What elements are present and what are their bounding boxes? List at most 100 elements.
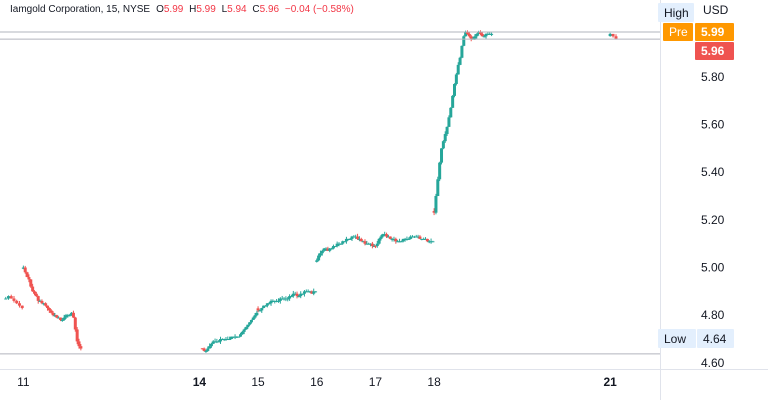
candle-body [488, 33, 492, 35]
candle-body [403, 238, 407, 240]
time-tick-label: 18 [427, 375, 441, 389]
candlestick-series [4, 30, 618, 353]
candle-body [392, 238, 396, 240]
currency-label-bg [697, 0, 736, 19]
candle-body [269, 300, 273, 304]
candle-body [478, 31, 482, 34]
time-tick-label: 17 [369, 375, 383, 389]
candle-body [253, 315, 257, 318]
price-tick-label: 5.00 [701, 261, 725, 275]
candle-body [21, 267, 25, 269]
candle-body [314, 291, 318, 293]
candle-body [369, 243, 373, 245]
pre-tag-value: 5.99 [701, 25, 725, 39]
candle-body [352, 236, 356, 238]
candle-body [260, 308, 264, 311]
candle-body [12, 298, 16, 301]
candle-body [60, 319, 64, 321]
candle-body [464, 31, 468, 37]
candle-body [278, 298, 282, 301]
legend-high-value: 5.99 [196, 4, 216, 15]
candle-body [320, 250, 324, 254]
candle-body [614, 36, 618, 39]
pre-tag-label: Pre [669, 25, 688, 39]
candle-body [451, 95, 455, 108]
candle-body [284, 298, 288, 300]
candle-body [51, 312, 55, 316]
candle-body [341, 241, 345, 244]
candle-body [359, 238, 363, 242]
high-tag-label: High [664, 6, 689, 20]
candle-body [271, 300, 275, 302]
candle-body [215, 341, 219, 343]
candle-body [239, 334, 243, 337]
candle-body [213, 341, 217, 343]
candle-body [386, 236, 390, 238]
candle-body [315, 260, 319, 262]
time-axis[interactable]: 11 14 15 16 17 18 21 [0, 369, 768, 390]
candle-body [58, 317, 62, 320]
candle-body [482, 36, 486, 38]
candle-body [363, 241, 367, 244]
candle-body [66, 315, 70, 317]
candle-body [399, 241, 403, 243]
candle-body [62, 317, 66, 320]
candle-body [337, 243, 341, 245]
candle-body [357, 238, 361, 240]
candle-body [246, 324, 250, 328]
candle-body [381, 234, 385, 237]
candle-body [438, 162, 442, 180]
candle-body [453, 83, 457, 96]
candle-body [480, 33, 484, 37]
candle-body [425, 238, 429, 242]
candle-body [302, 291, 306, 294]
candle-body [330, 248, 334, 250]
candle-body [262, 305, 266, 309]
price-tick-label: 4.80 [701, 308, 725, 322]
candle-body [484, 33, 488, 37]
candle-body [73, 317, 77, 330]
candle-body [346, 238, 350, 240]
candle-body [365, 243, 369, 245]
candle-body [462, 36, 466, 46]
candle-body [469, 36, 473, 39]
candle-body [44, 303, 48, 306]
candle-body [6, 296, 10, 299]
legend-low-label: L [221, 4, 228, 15]
candle-body [20, 305, 24, 309]
legend-open-label: O [156, 4, 164, 15]
candle-body [240, 331, 244, 335]
candle-body [310, 291, 314, 294]
candle-body [9, 296, 13, 299]
high-tag-label-bg [658, 3, 694, 22]
candle-body [256, 308, 260, 311]
candle-body [388, 236, 392, 239]
candle-body [255, 312, 259, 316]
low-tag-label-bg [658, 329, 696, 348]
candle-body [405, 238, 409, 240]
candle-body [361, 241, 365, 243]
candle-body [235, 336, 239, 338]
candle-body [379, 236, 383, 239]
candle-body [308, 291, 312, 293]
candle-body [295, 293, 299, 297]
candle-body [318, 253, 322, 256]
candle-body [79, 346, 83, 349]
legend-high-label: H [189, 4, 197, 15]
candle-body [291, 293, 295, 297]
candle-body [297, 296, 301, 298]
candle-body [226, 339, 230, 341]
candle-body [416, 236, 420, 238]
price-tick-label: 5.40 [701, 165, 725, 179]
candle-body [265, 303, 269, 306]
candle-body [436, 179, 440, 196]
candle-body [465, 31, 469, 34]
candle-body [477, 31, 481, 34]
candle-body [29, 279, 33, 287]
candle-body [219, 339, 223, 342]
candle-body [350, 236, 354, 239]
candle-body [204, 350, 208, 352]
candle-body [324, 248, 328, 250]
candle-body [217, 341, 221, 343]
